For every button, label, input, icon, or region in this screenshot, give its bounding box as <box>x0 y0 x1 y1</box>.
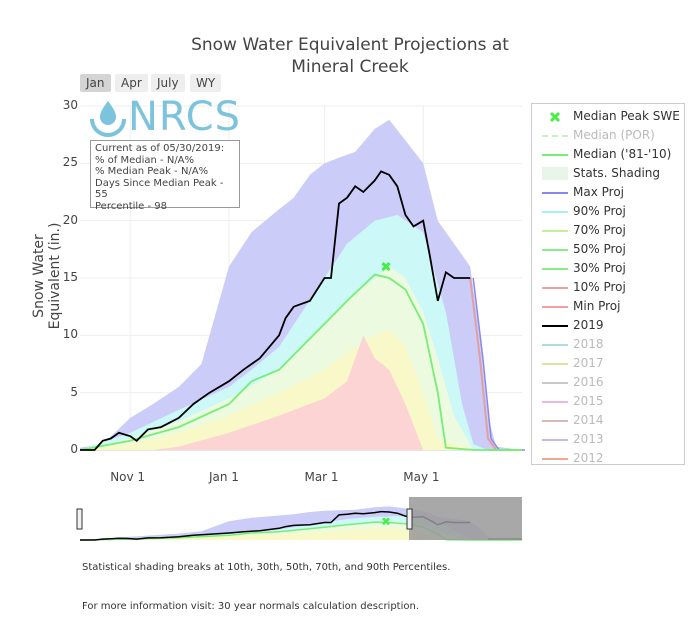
legend-symbol-icon <box>542 420 568 422</box>
legend-symbol-icon <box>542 382 568 384</box>
legend-symbol-icon <box>542 167 568 180</box>
navigator-peak-marker <box>382 517 390 526</box>
footnote-normals-link[interactable]: For more information visit: 30 year norm… <box>82 601 420 612</box>
legend-label: 2017 <box>573 356 604 370</box>
legend-symbol-icon <box>542 135 568 137</box>
shading-10-proj <box>80 335 522 450</box>
legend-symbol-icon <box>542 249 568 251</box>
legend-symbol-icon <box>542 401 568 403</box>
legend-symbol-icon <box>542 325 568 327</box>
chart-title: Snow Water Equivalent Projections at Min… <box>130 34 570 78</box>
x-tick-label: May 1 <box>403 470 440 484</box>
x-tick-label: Mar 1 <box>304 470 339 484</box>
stats-box: Current as of 05/30/2019: % of Median - … <box>90 140 240 212</box>
series-2019-line <box>80 170 471 451</box>
range-button-july[interactable]: July <box>151 74 185 92</box>
y-tick-label: 25 <box>62 155 78 170</box>
footnote-shading: Statistical shading breaks at 10th, 30th… <box>82 562 451 573</box>
legend-symbol-icon <box>542 344 568 346</box>
navigator-mask <box>409 497 522 540</box>
legend-symbol-icon <box>542 230 568 232</box>
chart-legend: Median Peak SWE Median (POR) Median ('81-'… <box>531 103 685 465</box>
navigator[interactable] <box>76 497 522 541</box>
legend-label: Median Peak SWE <box>573 109 680 123</box>
range-button-wy[interactable]: WY <box>190 74 222 92</box>
legend-label: 2012 <box>573 451 604 465</box>
legend-label: Stats. Shading <box>573 166 661 180</box>
x-tick-label: Nov 1 <box>110 470 146 484</box>
range-button-apr[interactable]: Apr <box>115 74 148 92</box>
legend-symbol-icon <box>549 111 561 123</box>
chart-shading <box>80 119 522 451</box>
legend-label: Max Proj <box>573 185 624 199</box>
chart-title-line1: Snow Water Equivalent Projections at <box>191 35 509 55</box>
navigator-handle-right <box>406 508 413 530</box>
stats-percentile: Percentile - 98 <box>95 200 168 212</box>
nrcs-logo-icon <box>90 101 126 137</box>
legend-label: 90% Proj <box>573 204 626 218</box>
legend-symbol-icon <box>542 363 568 365</box>
legend-label: Min Proj <box>573 299 621 313</box>
legend-symbol-icon <box>542 154 568 156</box>
legend-label: 2019 <box>573 318 604 332</box>
chart-lines <box>79 170 525 451</box>
legend-label: 2018 <box>573 337 604 351</box>
stats-pct-median-peak: % Median Peak - N/A% <box>95 166 209 177</box>
legend-box <box>542 167 568 180</box>
stats-current-date: Current as of 05/30/2019: <box>95 143 225 154</box>
y-tick-label: 0 <box>70 442 78 456</box>
nrcs-logo-text: NRCS <box>128 94 242 140</box>
stats-pct-median: % of Median - N/A% <box>95 154 195 166</box>
stats-days-since-peak: Days Since Median Peak - 55 <box>95 177 224 201</box>
legend-symbol-icon <box>542 192 568 194</box>
legend-label: Median (POR) <box>573 128 655 142</box>
legend-symbol-icon <box>542 268 568 270</box>
legend-symbol-icon <box>542 439 568 441</box>
legend-symbol-icon <box>542 287 568 289</box>
legend-label: 50% Proj <box>573 242 626 256</box>
legend-label: 2013 <box>573 432 604 446</box>
chart-title-line2: Mineral Creek <box>291 57 409 77</box>
y-tick-label: 20 <box>62 212 78 227</box>
y-tick-label: 15 <box>62 270 78 284</box>
legend-label: 2015 <box>573 394 604 408</box>
legend-label: 70% Proj <box>573 223 626 237</box>
median-peak-marker <box>381 261 391 272</box>
legend-x-marker <box>549 111 561 123</box>
y-tick-label: 5 <box>70 384 78 399</box>
x-tick-label: Jan 1 <box>208 470 239 484</box>
legend-label: 2016 <box>573 375 604 389</box>
y-tick-label: 30 <box>62 98 78 112</box>
legend-label: 10% Proj <box>573 280 626 294</box>
range-button-jan[interactable]: Jan <box>80 74 111 92</box>
median-line <box>79 273 522 451</box>
navigator-handle-left <box>76 508 83 530</box>
legend-label: 30% Proj <box>573 261 626 275</box>
y-tick-label: 10 <box>62 327 78 342</box>
legend-label: 2014 <box>573 413 604 427</box>
legend-symbol-icon <box>542 458 568 460</box>
legend-symbol-icon <box>542 211 568 213</box>
legend-symbol-icon <box>542 306 568 308</box>
legend-label: Median ('81-'10) <box>573 147 672 161</box>
